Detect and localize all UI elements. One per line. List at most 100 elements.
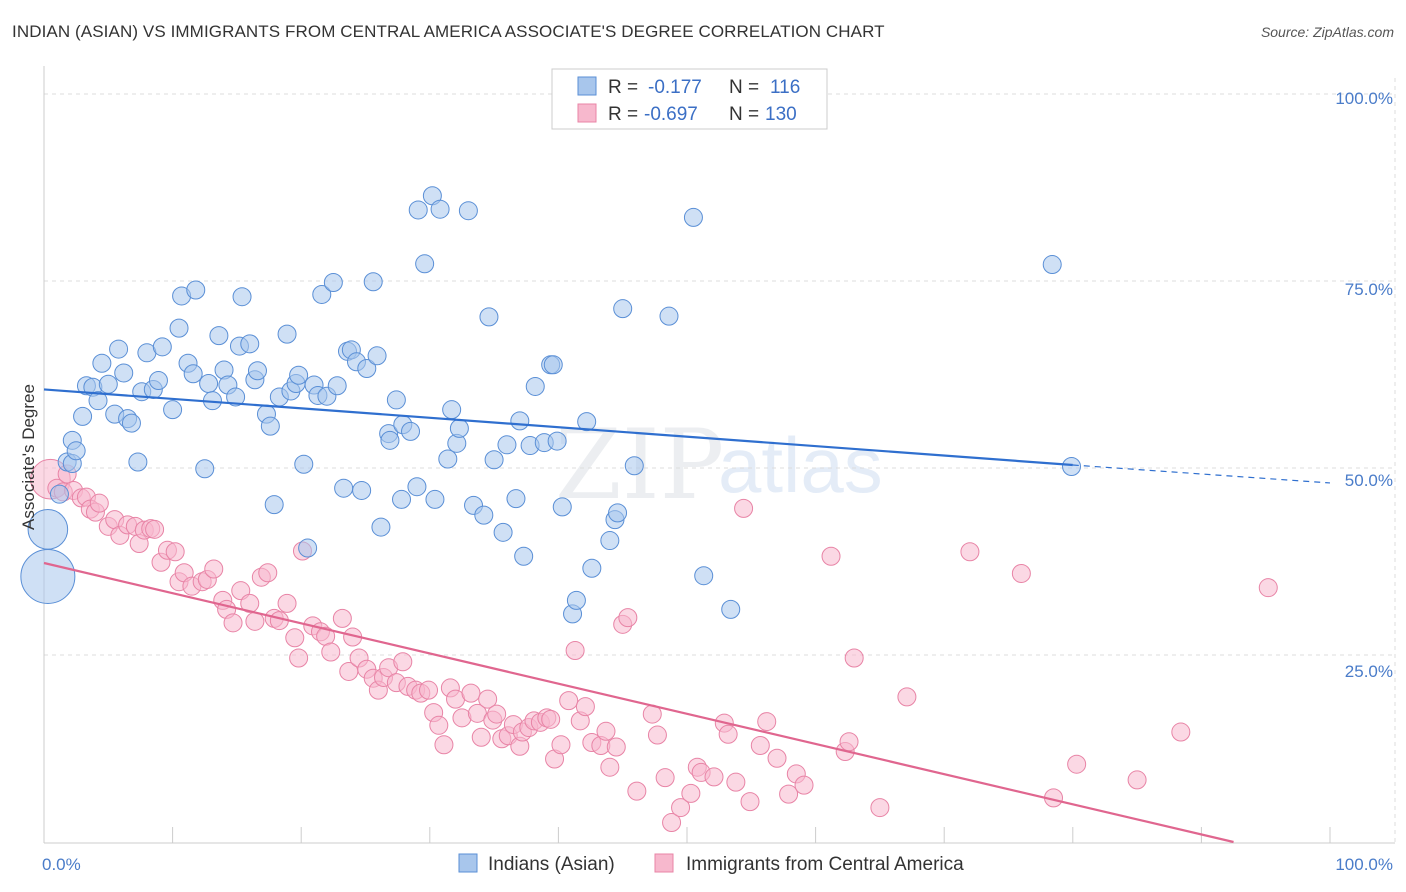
pink-point [655,768,675,788]
pink-point [740,792,760,812]
blue-point [497,435,517,455]
legend-n-value: 130 [765,104,797,125]
blue-point [92,353,112,373]
blue-point [510,411,530,431]
pink-point [1127,770,1147,790]
x-tick-label: 100.0% [1335,855,1393,874]
pink-point [565,641,585,661]
pink-point [718,724,738,744]
legend-n-label: N = [729,104,759,125]
blue-point [260,416,280,436]
y-tick-label: 50.0% [1345,471,1393,490]
blue-point [357,359,377,379]
blue-point [371,517,391,537]
pink-point [1171,722,1191,742]
pink-point [471,727,491,747]
pink-series-points [30,458,1278,833]
blue-point [484,450,504,470]
axes [43,66,1395,844]
y-tick-label: 75.0% [1345,280,1393,299]
x-tick-label: 0.0% [42,855,81,874]
blue-point [352,480,372,500]
blue-point [506,489,526,509]
blue-point [474,505,494,525]
blue-point [183,364,203,384]
blue-point [493,522,513,542]
pink-point [1011,563,1031,583]
blue-point [1042,255,1062,275]
watermark: ZIP atlas [555,409,883,521]
blue-point [425,489,445,509]
pink-point [285,628,305,648]
blue-series-points [20,186,1082,624]
blue-point [442,400,462,420]
legend: R = -0.177 N = 116 R = -0.697 N = 130 [551,68,828,130]
pink-point [600,757,620,777]
legend-swatch-blue [577,76,597,96]
trend-lines [43,388,1331,844]
blue-point [334,478,354,498]
blue-point [438,449,458,469]
blue-point [367,346,387,366]
blue-point [294,454,314,474]
pink-point [277,593,297,613]
pink-point [240,593,260,613]
blue-point [226,387,246,407]
x-tick-labels: 0.0% 100.0% [42,855,1393,874]
blue-point [613,299,633,319]
blue-point [128,452,148,472]
blue-point [98,374,118,394]
blue-trend-extension [1072,464,1331,484]
pink-point [726,772,746,792]
pink-point [321,642,341,662]
blue-point [195,459,215,479]
blue-point [312,284,332,304]
pink-point [541,709,561,729]
pink-point [596,721,616,741]
blue-point [566,590,586,610]
bottom-legend-label-pink: Immigrants from Central America [686,854,964,875]
blue-point [577,412,597,432]
bottom-legend: Indians (Asian) Immigrants from Central … [458,853,964,875]
blue-point [363,272,383,292]
pink-point [757,712,777,732]
blue-point [582,558,602,578]
pink-point [487,704,507,724]
blue-point [169,318,189,338]
pink-point [627,781,647,801]
blue-point [73,406,93,426]
pink-point [165,542,185,562]
pink-point [704,767,724,787]
blue-point [1062,457,1082,477]
legend-r-label: R = [608,77,638,98]
pink-trend-line [43,561,1234,844]
pink-point [1067,754,1087,774]
legend-r-value: -0.177 [648,77,702,98]
pink-point [461,683,481,703]
pink-point [204,559,224,579]
pink-point [606,737,626,757]
pink-point [618,608,638,628]
blue-point [386,390,406,410]
legend-r-value: -0.697 [644,104,698,125]
blue-point [209,326,229,346]
pink-point [794,775,814,795]
blue-point [525,376,545,396]
pink-point [258,563,278,583]
blue-point [600,531,620,551]
blue-point [407,477,427,497]
blue-point [552,497,572,517]
blue-point [163,400,183,420]
pink-point [870,798,890,818]
blue-point [121,413,141,433]
pink-point [671,798,691,818]
y-tick-label: 100.0% [1335,89,1393,108]
pink-point [821,546,841,566]
blue-point [458,201,478,221]
legend-n-value: 116 [770,77,800,98]
blue-point [624,456,644,476]
pink-point [551,735,571,755]
bottom-legend-swatch-blue [458,853,478,873]
blue-point [514,546,534,566]
